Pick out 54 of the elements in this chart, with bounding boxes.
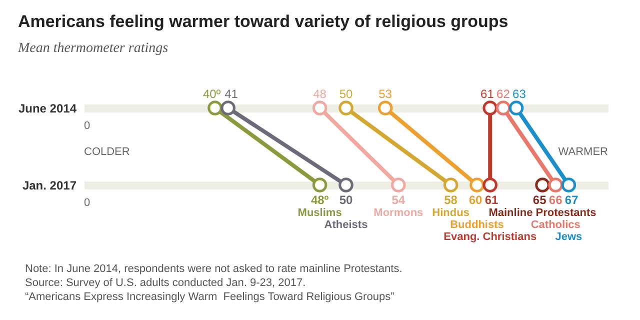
data-label: 61 (480, 87, 494, 101)
data-label: 61 (484, 193, 499, 207)
text: Buddhists (450, 219, 504, 231)
data-label: 50 (339, 87, 353, 101)
data-label: 40º (202, 87, 222, 101)
data-label: 63 (512, 87, 526, 101)
point (535, 178, 550, 192)
series-label: Muslims (298, 207, 342, 219)
data-label: 50 (339, 193, 353, 207)
data-label: 65 (532, 193, 547, 207)
data-label: 62 (496, 87, 510, 101)
data-label: 66 (548, 193, 563, 207)
text: Evang. Christians (444, 231, 537, 243)
point (312, 178, 328, 192)
data-label: 53 (378, 87, 392, 101)
point (338, 100, 354, 116)
source-note: Source: Survey of U.S. adults conducted Jan. 9-23, 2017. (25, 276, 307, 290)
y-tick-label: June 2014 (18, 102, 77, 116)
point (338, 178, 354, 192)
point (508, 100, 524, 116)
data-label: 58 (444, 193, 458, 207)
point (548, 178, 563, 192)
data-label: 48 (313, 87, 327, 101)
text: “Americans Express Increasingly Warm Feelings Toward Religious Groups” (25, 290, 396, 304)
point (312, 100, 328, 116)
data-label: 48º (310, 193, 330, 207)
series-label: Hindus (432, 207, 470, 219)
chart-subtitle: Mean thermometer ratings (16, 41, 169, 56)
point (220, 100, 236, 116)
series-label: Mormons (374, 207, 424, 219)
point (482, 178, 498, 192)
series-label: Mainline Protestants (488, 207, 596, 219)
point (482, 100, 498, 116)
text: Note: In June 2014, respondents were not asked to rate mainline Protestants. (25, 262, 402, 276)
data-label: 67 (564, 193, 579, 207)
data-label: 41 (224, 87, 238, 101)
point (391, 178, 406, 192)
point (561, 178, 576, 192)
annotation: 0 (84, 120, 90, 132)
point (470, 178, 484, 192)
data-label: 54 (392, 193, 406, 207)
point (208, 100, 222, 116)
text: Atheists (324, 219, 368, 231)
text: Jews (555, 231, 582, 243)
annotation: 0 (84, 197, 90, 209)
chart-title: Americans feeling warmer toward variety of religious groups (18, 12, 508, 31)
annotation: COLDER (84, 146, 130, 158)
data-label: 60 (468, 193, 483, 207)
point (378, 100, 393, 116)
point (443, 178, 458, 192)
point (496, 100, 511, 116)
annotation: WARMER (558, 146, 608, 158)
text: Catholics (530, 219, 580, 231)
y-tick-label: Jan. 2017 (22, 178, 77, 192)
